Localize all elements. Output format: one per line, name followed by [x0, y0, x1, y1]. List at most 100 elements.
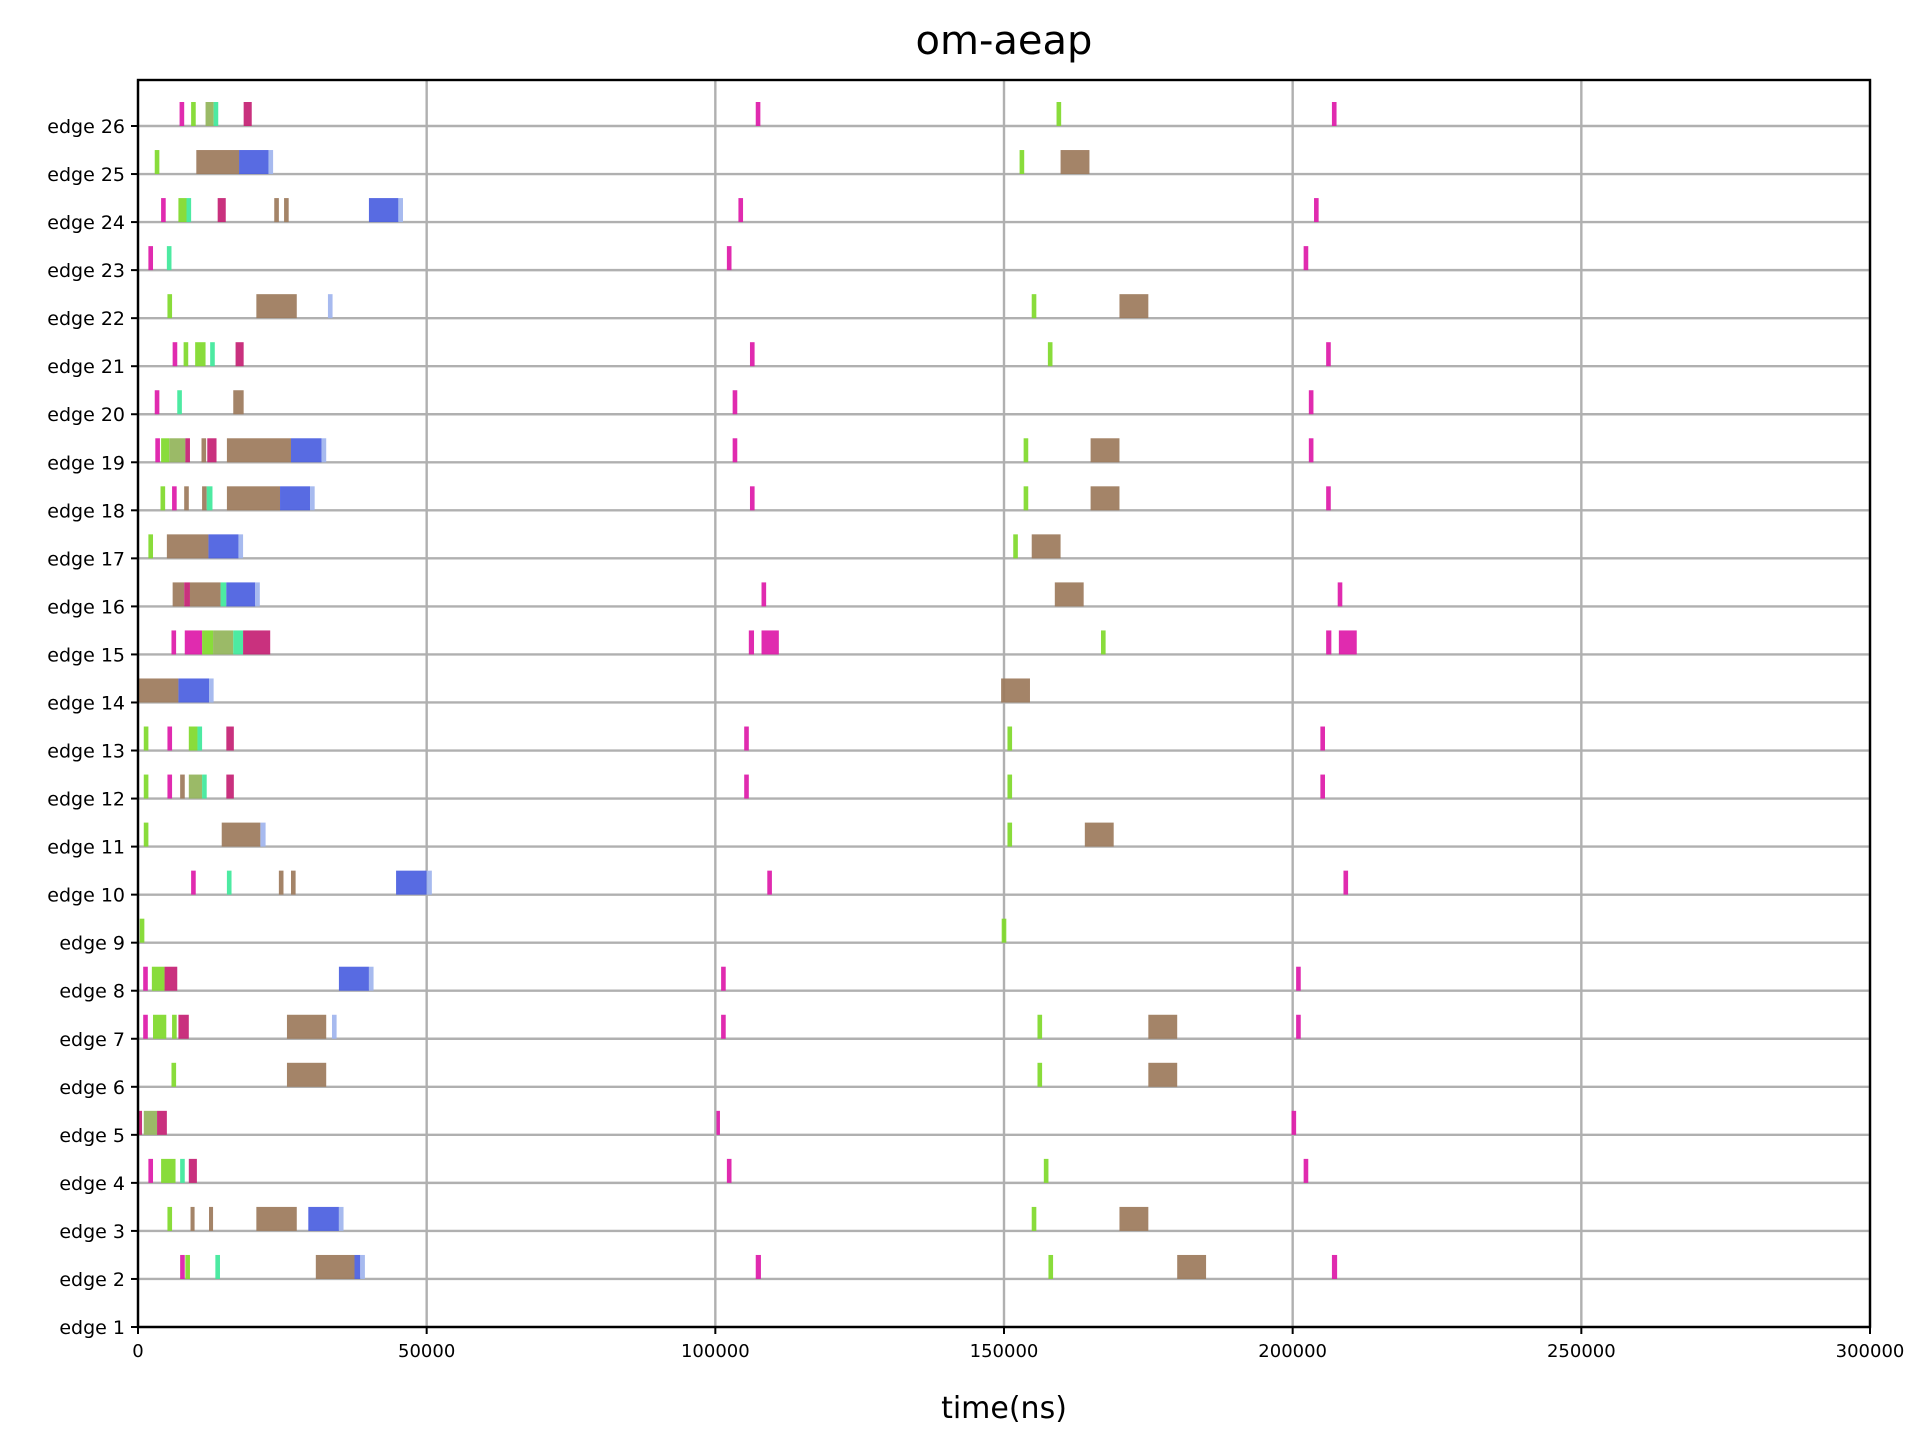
timeline-segment: [202, 774, 207, 799]
timeline-segment: [1337, 582, 1343, 607]
timeline-segment: [767, 870, 772, 895]
timeline-segment: [1001, 678, 1030, 703]
timeline-segment: [1326, 342, 1331, 367]
timeline-segment: [749, 342, 755, 367]
timeline-segment: [338, 966, 369, 991]
timeline-segment: [191, 870, 196, 895]
timeline-segment: [172, 342, 178, 367]
axis-ticks: edge 1 edge 2 edge 3 edge 4 edge 5 edge 6 edge…: [47, 116, 1904, 1362]
timeline-segment: [315, 1254, 355, 1279]
timeline-segment: [721, 966, 726, 991]
timeline-segment: [1177, 1254, 1207, 1279]
timeline-segment: [1314, 198, 1319, 223]
timeline-segment: [179, 102, 185, 126]
timeline-segment: [1056, 102, 1062, 126]
timeline-segment: [157, 1110, 167, 1135]
timeline-segment: [206, 486, 213, 511]
timeline-segment: [185, 1254, 190, 1279]
y-tick-label: edge 12: [47, 789, 125, 811]
timeline-segment: [143, 966, 148, 991]
timeline-segment: [171, 630, 177, 655]
timeline-segment: [184, 582, 190, 607]
timeline-segment: [202, 630, 214, 655]
timeline-segment: [207, 438, 217, 463]
timeline-segment: [738, 198, 744, 223]
timeline-segment: [308, 1206, 339, 1231]
timeline-segment: [160, 486, 166, 511]
y-tick-label: edge 18: [47, 500, 125, 522]
timeline-segment: [197, 726, 203, 751]
y-tick-label: edge 21: [47, 356, 125, 378]
timeline-segment: [226, 486, 281, 511]
timeline-segment: [161, 438, 170, 463]
y-tick-label: edge 4: [59, 1173, 125, 1195]
x-tick-label: 300000: [1836, 1341, 1905, 1362]
timeline-segment: [190, 1206, 195, 1231]
timeline-segment: [1047, 342, 1053, 367]
timeline-segment: [166, 534, 209, 559]
timeline-segment: [748, 630, 755, 655]
timeline-segment: [213, 102, 219, 126]
timeline-segment: [1031, 534, 1061, 559]
timeline-segment: [143, 1110, 158, 1135]
timeline-segment: [1031, 294, 1037, 319]
timeline-segment: [321, 438, 327, 463]
timeline-segment: [184, 630, 203, 655]
timeline-segment: [1048, 1254, 1054, 1279]
timeline-segment: [338, 1206, 344, 1231]
timeline-segment: [161, 1158, 176, 1183]
timeline-segment: [284, 198, 289, 223]
timeline-segment: [354, 1254, 361, 1279]
timeline-segment: [151, 966, 165, 991]
timeline-segment: [148, 534, 154, 559]
timeline-segment: [233, 390, 244, 415]
timeline-segment: [726, 1158, 732, 1183]
timeline-segment: [155, 438, 160, 463]
timeline-segment: [226, 438, 291, 463]
timeline-segment: [191, 102, 196, 126]
timeline-segment: [226, 774, 234, 799]
timeline-segment: [185, 438, 190, 463]
timeline-segment: [186, 198, 192, 223]
timeline-segment: [233, 630, 244, 655]
timeline-segment: [164, 966, 178, 991]
timeline-segment: [761, 630, 779, 655]
x-tick-label: 250000: [1547, 1341, 1616, 1362]
timeline-segment: [226, 582, 256, 607]
timeline-segment: [220, 582, 227, 607]
timeline-segment: [721, 1014, 726, 1039]
timeline-segment: [426, 870, 432, 895]
timeline-segment: [180, 1254, 185, 1279]
timeline-segment: [256, 1206, 297, 1231]
timeline-segment: [1090, 438, 1120, 463]
timeline-segment: [1007, 822, 1013, 847]
timeline-segment: [139, 918, 145, 943]
timeline-segment: [201, 438, 207, 463]
timeline-segment: [235, 342, 244, 367]
timeline-segment: [274, 198, 279, 223]
timeline-segment: [1054, 582, 1084, 607]
timeline-segment: [169, 438, 186, 463]
y-tick-label: edge 25: [47, 164, 125, 186]
timeline-segment: [744, 726, 749, 751]
timeline-segment: [1308, 390, 1314, 415]
timeline-segment: [138, 678, 179, 703]
timeline-segment: [172, 1014, 177, 1039]
y-tick-label: edge 14: [47, 692, 125, 714]
timeline-segment: [1326, 486, 1331, 511]
timeline-segment: [238, 534, 244, 559]
timeline-segment: [1308, 438, 1314, 463]
timeline-segment: [1326, 630, 1332, 655]
timeline-segment: [255, 582, 260, 607]
x-tick-label: 200000: [1258, 1341, 1327, 1362]
timeline-segment: [1331, 102, 1337, 126]
timeline-segment: [1060, 150, 1090, 175]
timeline-segment: [209, 678, 214, 703]
timeline-segment: [1148, 1014, 1178, 1039]
timeline-segment: [143, 1014, 148, 1039]
timeline-segment: [1338, 630, 1357, 655]
y-tick-label: edge 13: [47, 741, 125, 763]
timeline-segment: [178, 1014, 189, 1039]
y-tick-label: edge 3: [59, 1221, 125, 1243]
y-tick-label: edge 6: [59, 1077, 125, 1099]
